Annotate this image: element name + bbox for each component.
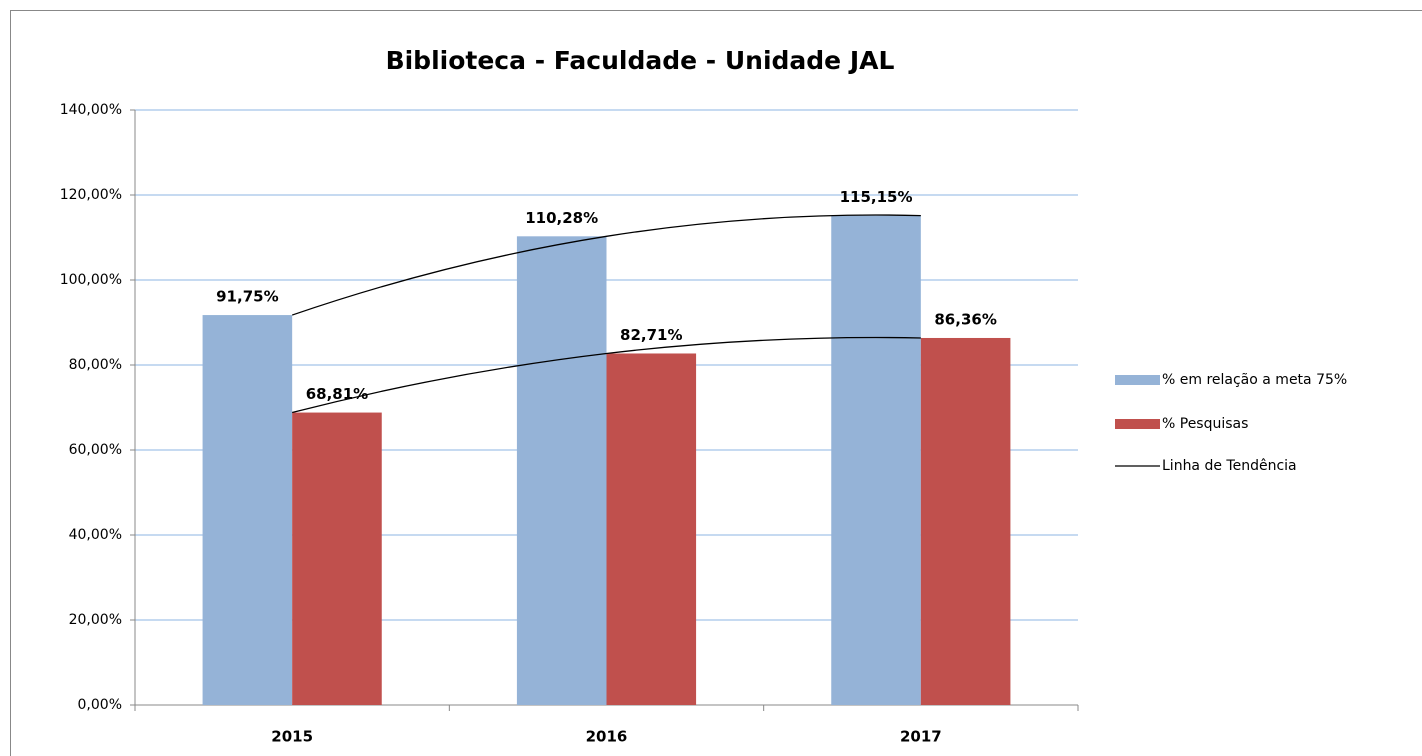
y-tick-label: 0,00% [78, 697, 122, 713]
x-tick-label: 2016 [586, 728, 628, 746]
trend-line [292, 336, 921, 414]
bar [202, 315, 293, 705]
bar [606, 353, 697, 705]
bar [920, 337, 1011, 705]
legend-label: Linha de Tendência [1162, 458, 1297, 474]
data-label: 110,28% [525, 209, 598, 227]
bar [831, 215, 921, 706]
y-tick-label: 120,00% [60, 187, 122, 203]
data-label: 68,81% [306, 385, 368, 403]
legend-swatch [1115, 419, 1160, 429]
data-label: 91,75% [216, 288, 278, 306]
chart-title: Biblioteca - Faculdade - Unidade JAL [386, 46, 895, 75]
y-tick-label: 20,00% [69, 612, 122, 628]
y-tick-label: 40,00% [69, 527, 122, 543]
trend-line [291, 214, 921, 316]
y-tick-label: 80,00% [69, 357, 122, 373]
bar [516, 236, 607, 705]
data-label: 86,36% [934, 310, 996, 328]
data-label: 115,15% [840, 188, 913, 206]
bar [292, 412, 382, 705]
x-tick-label: 2017 [900, 728, 942, 746]
x-tick-label: 2015 [271, 728, 313, 746]
legend-label: % em relação a meta 75% [1162, 372, 1347, 388]
y-tick-label: 60,00% [69, 442, 122, 458]
y-tick-label: 100,00% [60, 272, 122, 288]
legend-label: % Pesquisas [1162, 416, 1248, 432]
legend-swatch [1115, 375, 1160, 385]
y-tick-label: 140,00% [60, 102, 122, 118]
data-label: 82,71% [620, 326, 682, 344]
